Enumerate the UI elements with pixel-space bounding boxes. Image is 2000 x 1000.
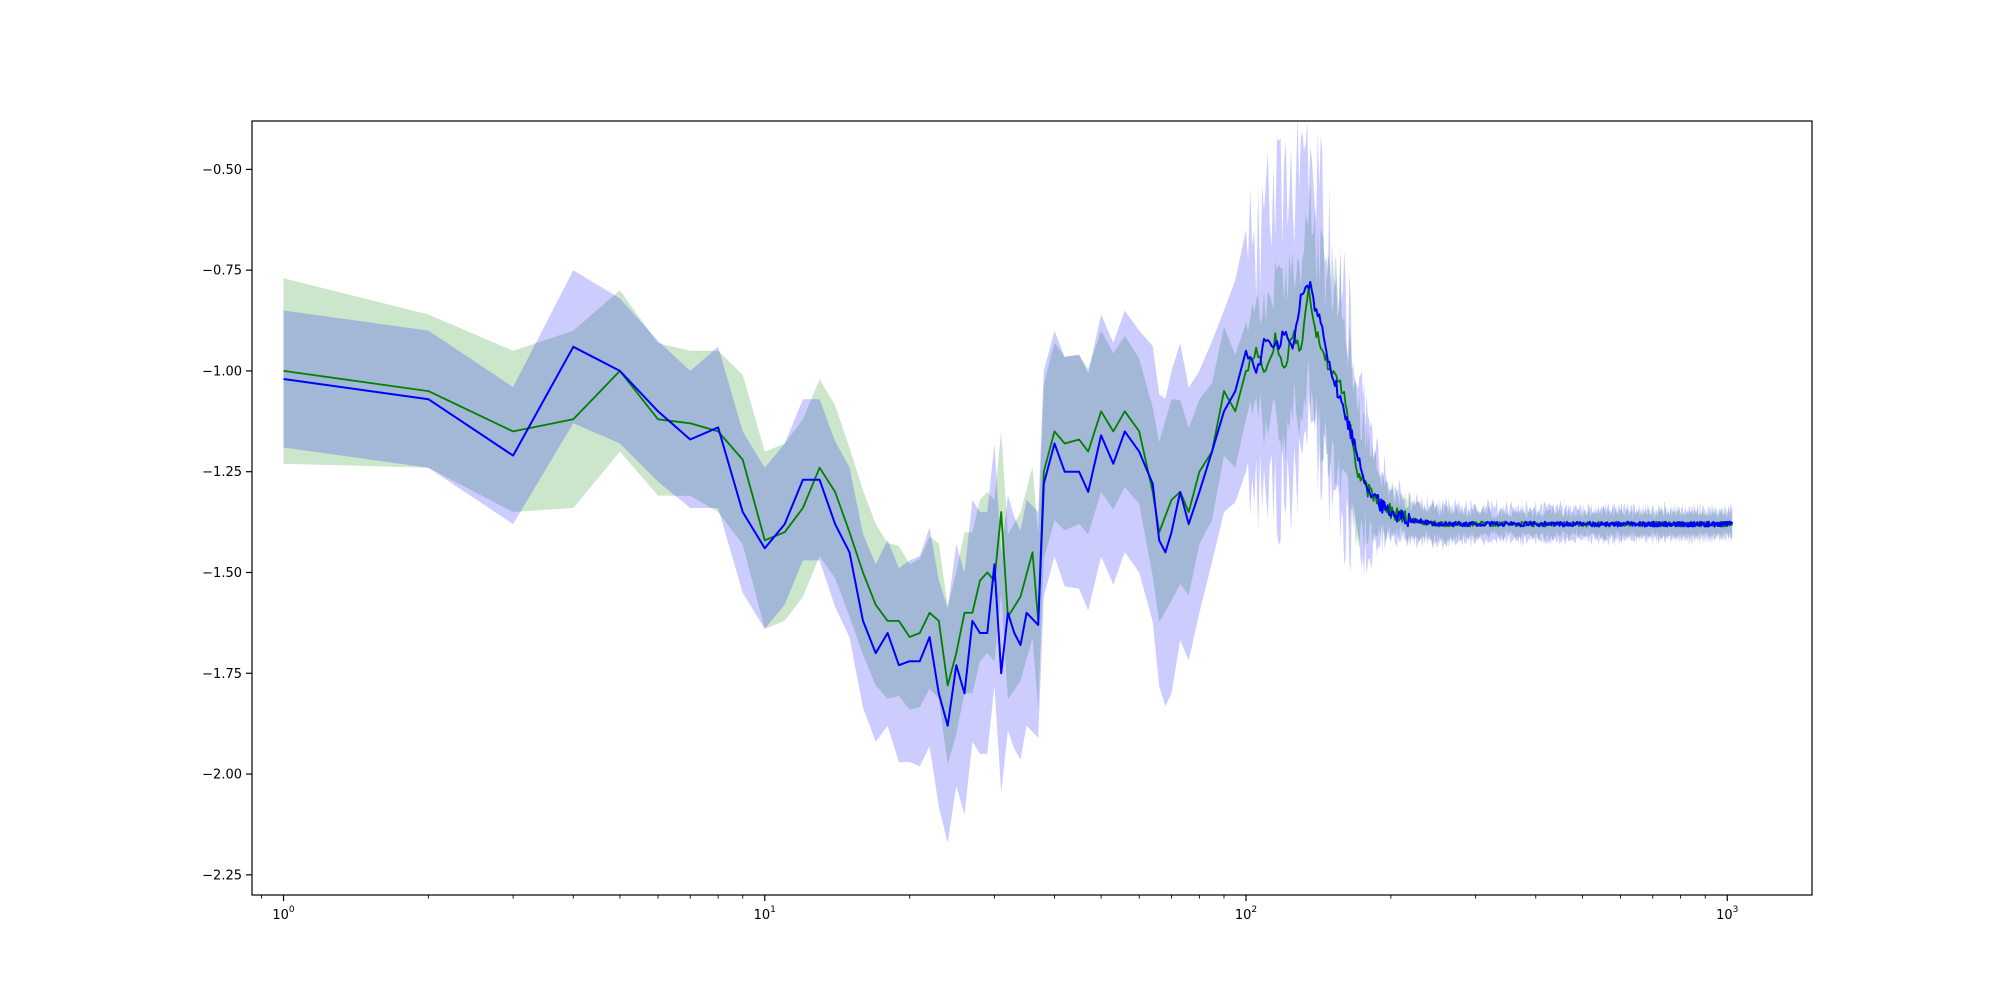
x-tick-label: 101: [754, 905, 776, 923]
x-tick-label: 102: [1235, 905, 1257, 923]
band-series-2: [283, 121, 1733, 843]
y-tick-label: −2.25: [202, 868, 242, 883]
y-tick-label: −0.50: [202, 163, 242, 178]
x-tick-label: 103: [1716, 905, 1738, 923]
line-series-2: [283, 280, 1734, 727]
plot-frame: [251, 120, 1813, 896]
y-tick-label: −1.75: [202, 667, 242, 682]
confidence-bands: [283, 121, 1733, 843]
y-tick-label: −1.50: [202, 566, 242, 581]
band-series-1: [283, 183, 1733, 765]
y-tick-label: −1.25: [202, 465, 242, 480]
y-axis: −0.50 −0.75 −1.00 −1.25 −1.50 −1.75 −2.00 −2.25: [202, 163, 252, 883]
y-tick-label: −1.00: [202, 364, 242, 379]
y-tick-label: −0.75: [202, 264, 242, 279]
x-tick-label: 100: [272, 905, 295, 923]
x-axis: 100 101 102 103: [261, 895, 1738, 923]
series-lines: [283, 280, 1734, 727]
y-tick-label: −2.00: [202, 768, 242, 783]
